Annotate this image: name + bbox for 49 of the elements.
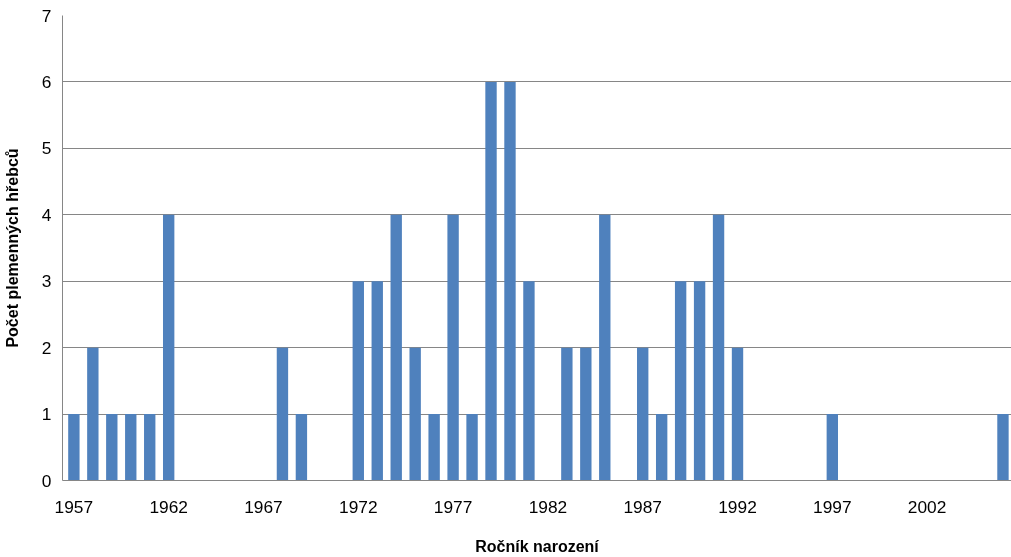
x-tick-label: 1992	[718, 496, 757, 517]
bar	[295, 414, 308, 481]
x-tick-label: 2002	[907, 496, 947, 517]
bar	[504, 81, 516, 481]
x-tick-label: 1962	[149, 496, 188, 517]
bar	[466, 414, 478, 481]
x-tick-label: 1957	[54, 496, 94, 517]
bar	[712, 214, 725, 481]
y-tick-label: 3	[41, 271, 52, 292]
x-tick-label: 1977	[433, 496, 473, 517]
y-tick-label: 2	[41, 337, 52, 358]
x-tick-label: 1982	[528, 496, 568, 517]
y-tick-label: 0	[41, 470, 52, 491]
y-tick-label: 4	[41, 204, 52, 225]
bar	[997, 414, 1009, 481]
bar	[68, 414, 80, 481]
y-axis-title: Počet plemenných hřebců	[3, 148, 21, 348]
bar	[371, 281, 383, 481]
bar	[674, 281, 687, 481]
bar	[731, 347, 744, 481]
bar	[580, 347, 592, 481]
bar	[87, 347, 99, 481]
y-tick-label: 1	[41, 404, 52, 425]
y-tick-label: 7	[41, 5, 52, 26]
bar	[390, 214, 402, 481]
x-axis-title: Ročník narození	[475, 537, 600, 555]
y-tick-label: 6	[41, 71, 52, 92]
bar	[637, 347, 649, 481]
bar	[428, 414, 440, 481]
x-tick-label: 1997	[813, 496, 852, 517]
bar	[693, 281, 706, 481]
bar	[276, 347, 289, 481]
bar	[144, 414, 156, 481]
y-tick-label: 5	[41, 138, 52, 159]
bar	[485, 81, 497, 481]
x-tick-label: 1972	[339, 496, 378, 517]
bar	[826, 414, 839, 481]
x-tick-label: 1987	[623, 496, 662, 517]
bar	[352, 281, 364, 481]
bar	[561, 347, 573, 481]
bar	[599, 214, 611, 481]
bar	[523, 281, 535, 481]
bar	[409, 347, 421, 481]
x-tick-label: 1967	[244, 496, 283, 517]
bar	[655, 414, 668, 481]
bar	[162, 214, 175, 481]
bar	[106, 414, 118, 481]
bar	[125, 414, 137, 481]
bar	[447, 214, 459, 481]
